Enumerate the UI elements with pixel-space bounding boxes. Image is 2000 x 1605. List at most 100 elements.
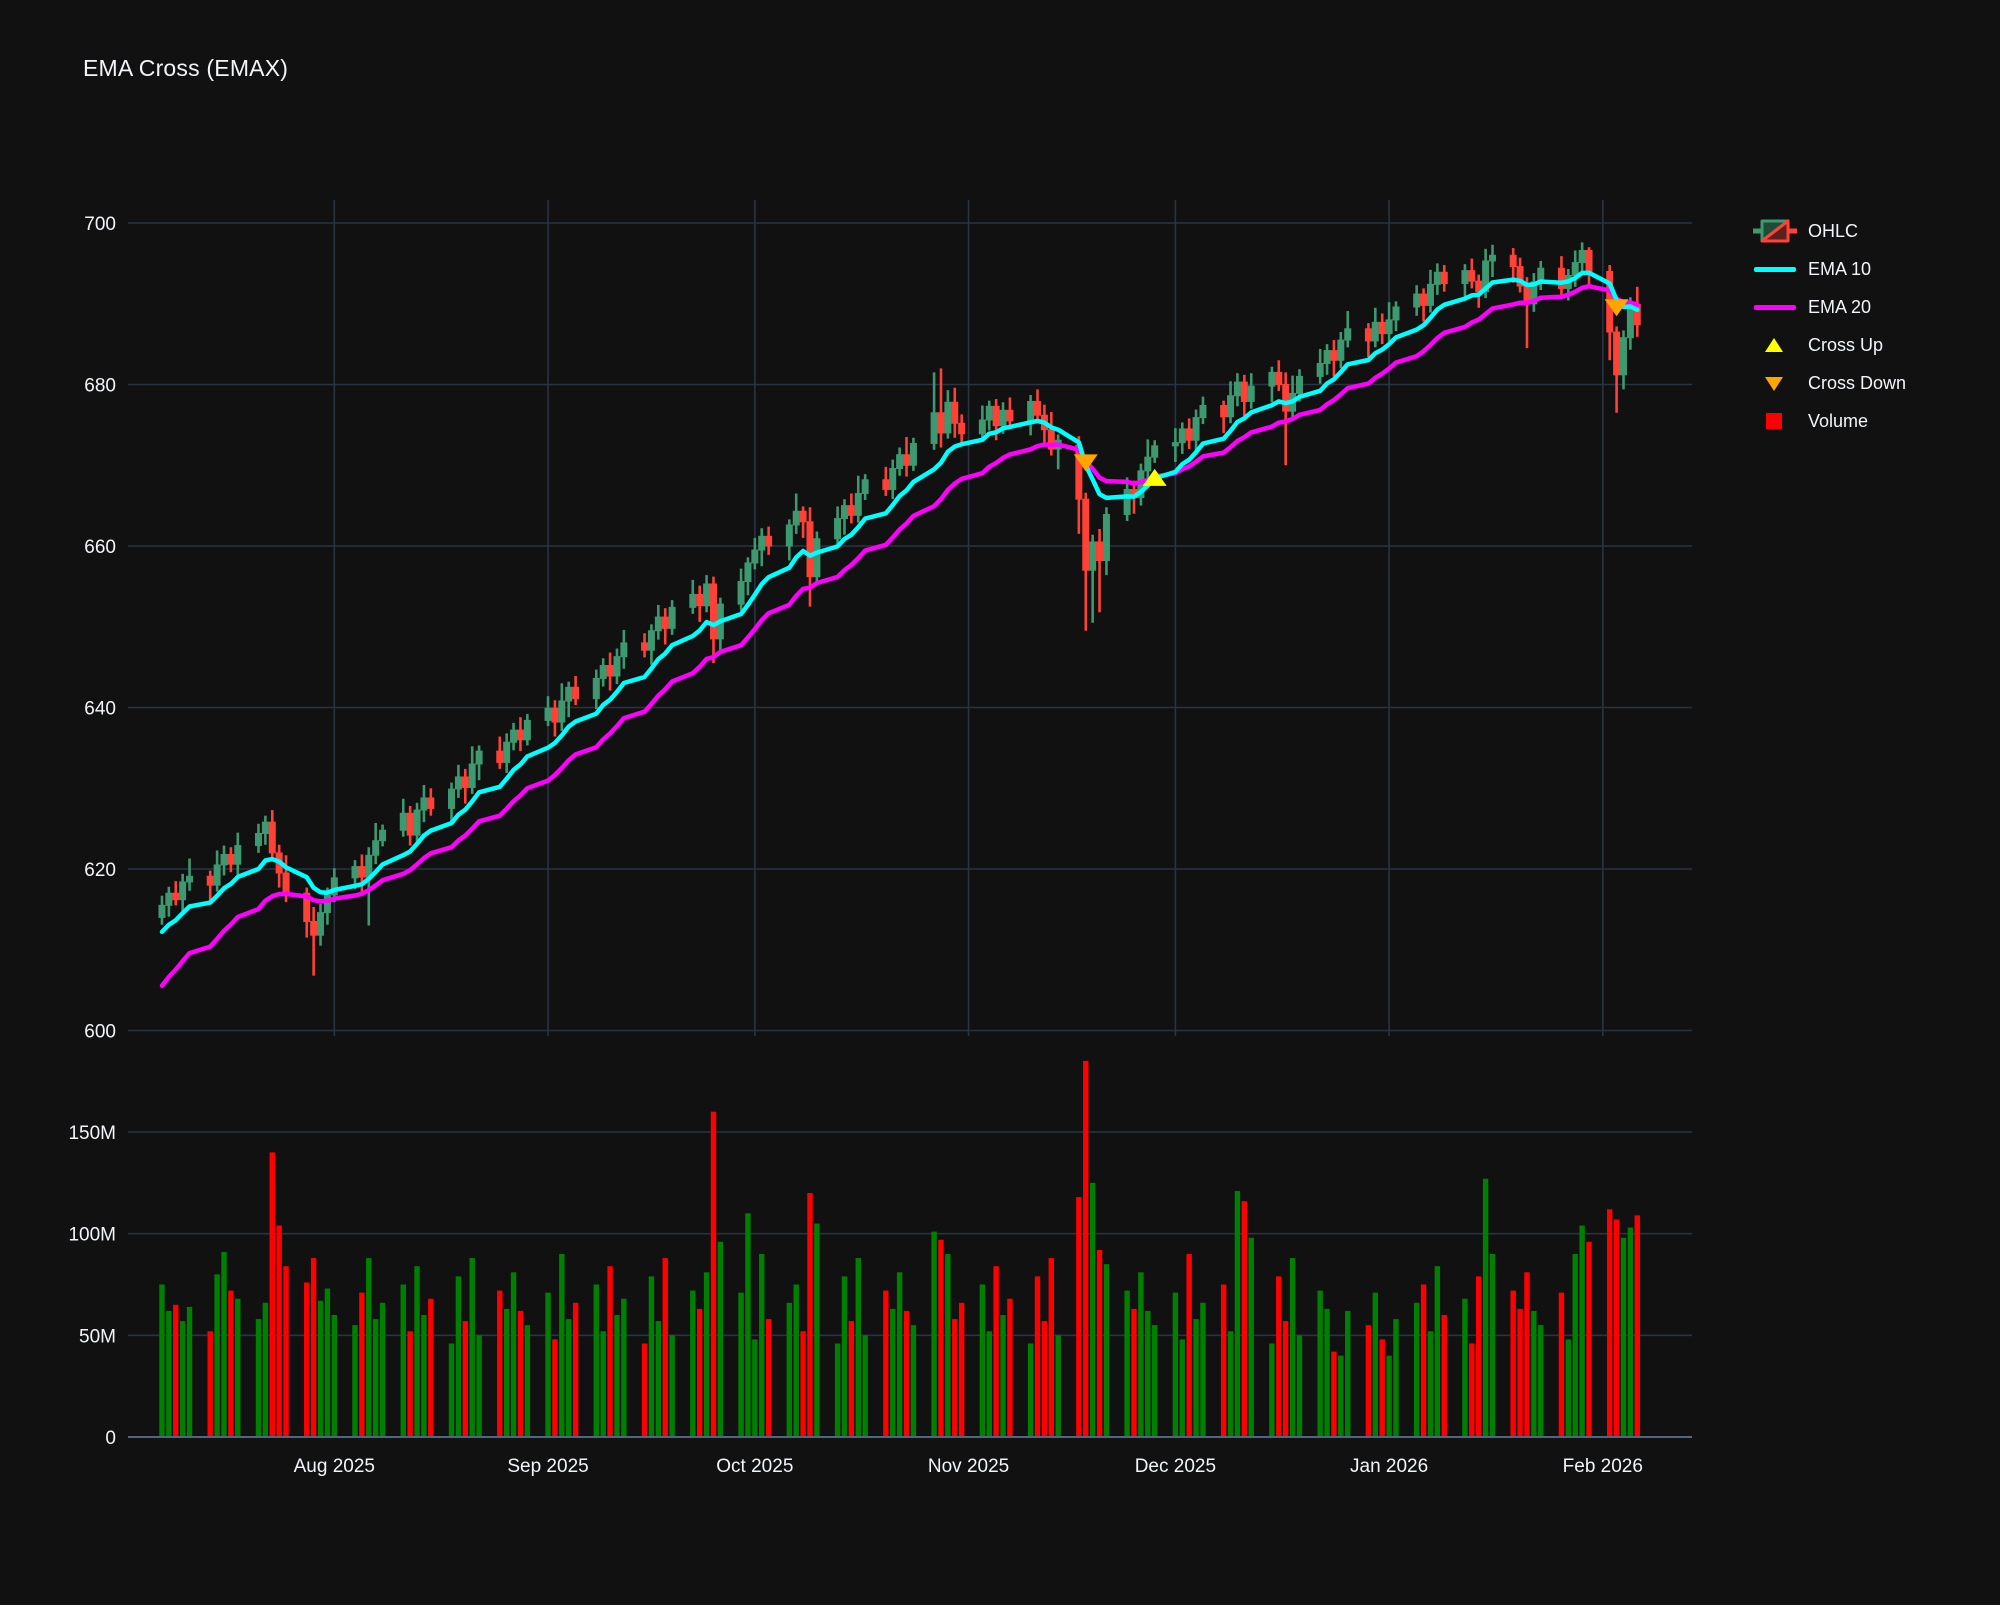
candle-body[interactable] bbox=[930, 412, 938, 444]
candle-body[interactable] bbox=[992, 405, 1000, 427]
candle-body[interactable] bbox=[889, 467, 897, 490]
candle-body[interactable] bbox=[765, 535, 773, 547]
candle-body[interactable] bbox=[1316, 363, 1324, 377]
candle-body[interactable] bbox=[323, 894, 331, 914]
volume-bar[interactable] bbox=[1379, 1339, 1385, 1436]
candle-body[interactable] bbox=[834, 518, 842, 540]
volume-bar[interactable] bbox=[793, 1284, 799, 1436]
volume-bar[interactable] bbox=[648, 1276, 655, 1436]
candle-body[interactable] bbox=[1089, 541, 1097, 571]
volume-bar[interactable] bbox=[621, 1298, 627, 1436]
candle-body[interactable] bbox=[1123, 488, 1131, 516]
candle-body[interactable] bbox=[468, 763, 476, 788]
volume-bar[interactable] bbox=[1586, 1241, 1592, 1436]
candle-body[interactable] bbox=[1330, 350, 1338, 361]
candle-body[interactable] bbox=[703, 583, 711, 607]
candle-body[interactable] bbox=[1571, 262, 1579, 276]
candle-body[interactable] bbox=[1371, 321, 1379, 342]
legend-item-ohlc[interactable]: OHLC bbox=[1752, 212, 1906, 250]
volume-bar[interactable] bbox=[979, 1284, 986, 1436]
candle-body[interactable] bbox=[213, 864, 221, 886]
volume-bar[interactable] bbox=[931, 1231, 937, 1436]
volume-bar[interactable] bbox=[414, 1266, 420, 1436]
volume-bar[interactable] bbox=[986, 1331, 992, 1436]
volume-bar[interactable] bbox=[696, 1308, 703, 1436]
candle-body[interactable] bbox=[1171, 442, 1179, 447]
volume-bar[interactable] bbox=[759, 1254, 765, 1436]
candle-body[interactable] bbox=[896, 454, 904, 469]
volume-bar[interactable] bbox=[572, 1302, 579, 1436]
candle-body[interactable] bbox=[406, 812, 414, 836]
candle-body[interactable] bbox=[565, 686, 573, 702]
volume-bar[interactable] bbox=[1096, 1249, 1103, 1436]
volume-bar[interactable] bbox=[421, 1315, 427, 1436]
volume-bar[interactable] bbox=[255, 1319, 262, 1436]
candle-body[interactable] bbox=[813, 538, 821, 578]
volume-bar[interactable] bbox=[765, 1319, 772, 1436]
volume-bar[interactable] bbox=[1179, 1339, 1185, 1436]
candle-body[interactable] bbox=[620, 642, 628, 658]
volume-bar[interactable] bbox=[1613, 1219, 1620, 1436]
volume-bar[interactable] bbox=[1338, 1355, 1344, 1436]
volume-bar[interactable] bbox=[993, 1266, 999, 1436]
volume-bar[interactable] bbox=[304, 1282, 310, 1436]
volume-bar[interactable] bbox=[379, 1302, 386, 1436]
candle-body[interactable] bbox=[220, 853, 228, 866]
volume-bar[interactable] bbox=[317, 1300, 324, 1436]
volume-bar[interactable] bbox=[1572, 1254, 1578, 1436]
candle-body[interactable] bbox=[510, 729, 518, 743]
candle-body[interactable] bbox=[1585, 249, 1593, 272]
volume-bar[interactable] bbox=[903, 1310, 910, 1436]
volume-bar[interactable] bbox=[807, 1193, 813, 1436]
ema10-line[interactable] bbox=[159, 270, 1640, 935]
volume-bar[interactable] bbox=[510, 1272, 517, 1436]
volume-bar[interactable] bbox=[883, 1290, 889, 1436]
candle-body[interactable] bbox=[1364, 328, 1372, 342]
volume-bar[interactable] bbox=[214, 1274, 220, 1436]
candle-body[interactable] bbox=[909, 442, 917, 466]
volume-bar[interactable] bbox=[800, 1331, 806, 1436]
legend-item-ema10[interactable]: EMA 10 bbox=[1752, 250, 1906, 288]
volume-bar[interactable] bbox=[1296, 1335, 1303, 1436]
legend-item-cross-up[interactable]: Cross Up bbox=[1752, 326, 1906, 364]
volume-bar[interactable] bbox=[862, 1335, 868, 1436]
legend-item-ema20[interactable]: EMA 20 bbox=[1752, 288, 1906, 326]
candle-body[interactable] bbox=[172, 892, 180, 901]
candle-body[interactable] bbox=[179, 881, 187, 901]
volume-bar[interactable] bbox=[1531, 1310, 1537, 1436]
volume-bar[interactable] bbox=[1282, 1321, 1289, 1436]
candle-body[interactable] bbox=[668, 606, 676, 629]
cross-down-marker[interactable] bbox=[1604, 299, 1629, 317]
volume-bar[interactable] bbox=[324, 1288, 331, 1436]
volume-bar[interactable] bbox=[1000, 1315, 1006, 1436]
volume-bar[interactable] bbox=[1076, 1197, 1082, 1436]
candle-body[interactable] bbox=[978, 419, 986, 435]
candle-body[interactable] bbox=[1413, 293, 1421, 308]
volume-bar[interactable] bbox=[1220, 1284, 1227, 1436]
volume-bar[interactable] bbox=[745, 1213, 751, 1436]
ema20-line[interactable] bbox=[159, 283, 1640, 988]
volume-bar[interactable] bbox=[1441, 1315, 1447, 1436]
candle-body[interactable] bbox=[606, 665, 614, 677]
candle-body[interactable] bbox=[1530, 281, 1538, 305]
volume-bar[interactable] bbox=[814, 1223, 820, 1436]
candle-body[interactable] bbox=[206, 875, 214, 886]
candle-body[interactable] bbox=[592, 677, 600, 700]
volume-bar[interactable] bbox=[1269, 1343, 1275, 1436]
volume-bar[interactable] bbox=[207, 1331, 213, 1436]
candle-body[interactable] bbox=[1557, 267, 1565, 289]
candle-body[interactable] bbox=[1240, 381, 1248, 402]
candle-body[interactable] bbox=[1392, 306, 1400, 321]
candle-body[interactable] bbox=[654, 616, 662, 632]
candle-body[interactable] bbox=[1489, 254, 1497, 262]
candle-body[interactable] bbox=[475, 750, 483, 765]
candle-body[interactable] bbox=[303, 892, 311, 922]
volume-bar[interactable] bbox=[1248, 1237, 1254, 1436]
volume-bar[interactable] bbox=[1055, 1335, 1061, 1436]
candle-body[interactable] bbox=[420, 797, 428, 811]
candle-body[interactable] bbox=[1247, 385, 1255, 402]
candle-body[interactable] bbox=[1509, 254, 1517, 268]
cross-down-marker[interactable] bbox=[1073, 454, 1098, 472]
candle-body[interactable] bbox=[1144, 456, 1152, 472]
candle-body[interactable] bbox=[951, 401, 959, 424]
